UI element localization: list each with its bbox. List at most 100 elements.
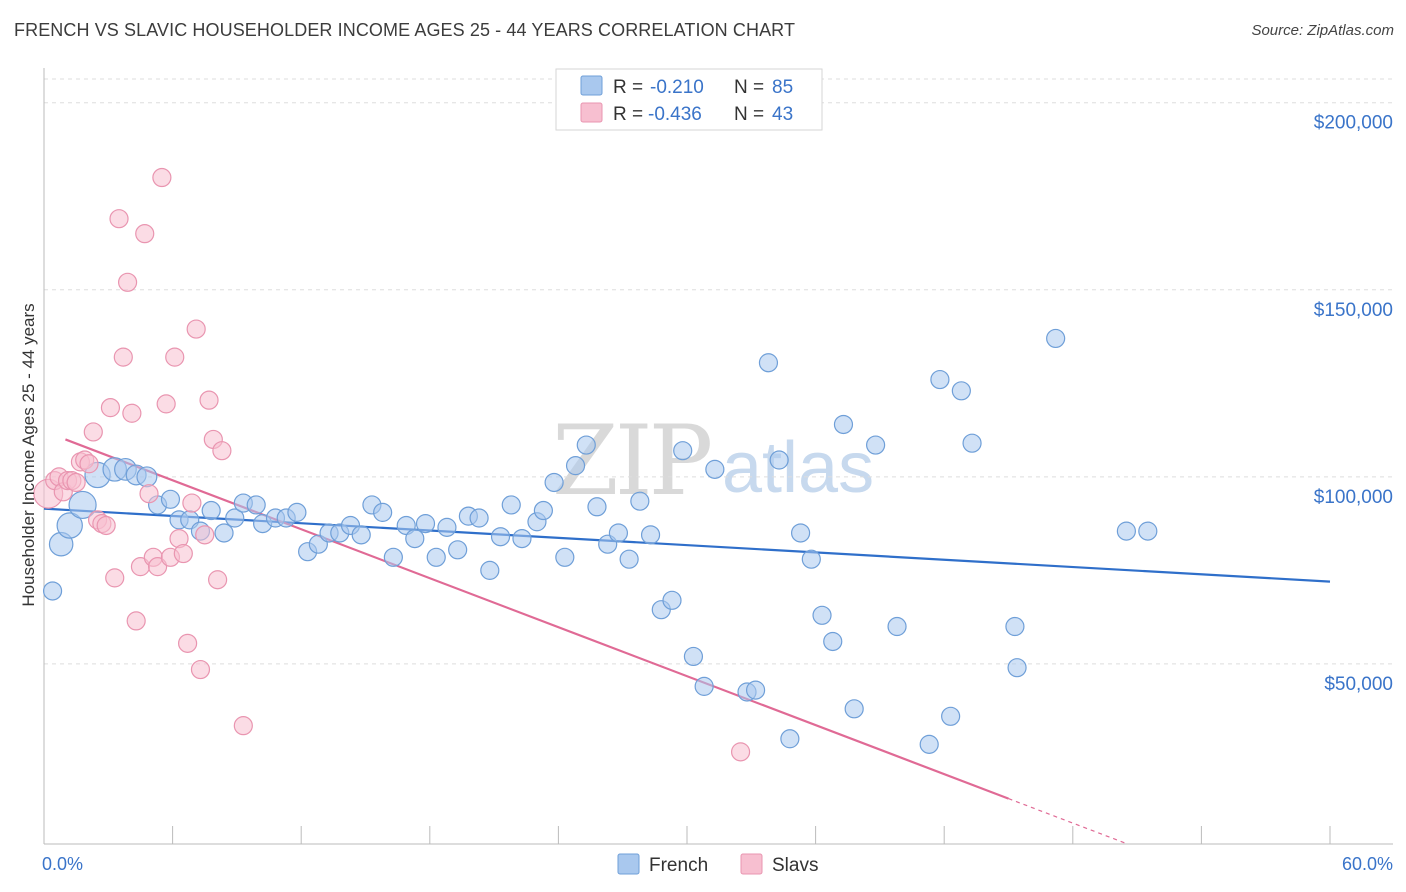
french-point-39 <box>469 508 489 528</box>
source-credit: Source: ZipAtlas.com <box>1251 22 1394 39</box>
french-point-75 <box>919 734 939 754</box>
slavs-point-37 <box>199 390 219 410</box>
slavs-trend-extension <box>1008 798 1127 845</box>
french-point-35 <box>426 547 446 567</box>
bottom-legend-slavs-label: Slavs <box>772 855 818 876</box>
legend-slavs-r-label: R = <box>613 104 643 125</box>
slavs-point-20 <box>126 611 146 631</box>
french-point-18 <box>246 495 266 515</box>
french-point-15 <box>214 523 234 543</box>
y-tick-labels: $50,000 $100,000 $150,000 $200,000 <box>1314 113 1393 695</box>
slavs-point-33 <box>182 493 202 513</box>
french-point-10 <box>160 489 181 509</box>
bottom-legend-slavs-swatch <box>740 853 763 875</box>
gridlines <box>44 78 1395 665</box>
slavs-point-25 <box>147 557 168 577</box>
slavs-point-29 <box>165 347 185 367</box>
french-point-76 <box>930 369 950 390</box>
slavs-point-19 <box>122 403 142 423</box>
legend-french-swatch <box>580 75 603 96</box>
french-point-36 <box>437 517 457 537</box>
french-point-50 <box>587 497 607 517</box>
slavs-point-18 <box>117 272 138 292</box>
y-tick-label-0: $50,000 <box>1324 674 1393 695</box>
french-point-58 <box>673 441 693 461</box>
french-point-78 <box>951 381 971 401</box>
slavs-point-31 <box>173 543 193 564</box>
slavs-point-6 <box>66 472 86 493</box>
correlation-legend: R = -0.210 N = 85 R = -0.436 N = 43 <box>555 68 823 131</box>
y-tick-label-2: $150,000 <box>1314 300 1393 321</box>
slavs-point-17 <box>113 347 133 367</box>
slavs-point-10 <box>83 422 103 442</box>
watermark-atlas: atlas <box>722 428 874 508</box>
y-axis-label: Householder Income Ages 25 - 44 years <box>19 303 38 606</box>
french-point-57 <box>662 590 682 610</box>
french-point-0 <box>42 581 63 601</box>
french-point-43 <box>512 528 532 549</box>
legend-french-n-label: N = <box>734 77 764 98</box>
slavs-point-40 <box>212 441 232 461</box>
french-point-71 <box>833 414 854 435</box>
slavs-point-27 <box>156 394 176 414</box>
french-point-37 <box>448 540 468 560</box>
french-point-81 <box>1007 658 1027 678</box>
french-point-3 <box>68 490 97 520</box>
slavs-point-36 <box>195 525 215 545</box>
slavs-point-16 <box>109 209 129 229</box>
bottom-legend-french-swatch <box>617 853 640 875</box>
chart-title: FRENCH VS SLAVIC HOUSEHOLDER INCOME AGES… <box>14 20 796 40</box>
french-point-53 <box>619 549 639 569</box>
french-point-2 <box>56 512 83 539</box>
french-point-67 <box>790 523 811 543</box>
slavs-point-32 <box>178 633 198 653</box>
x-tick-label-min: 0.0% <box>42 854 83 874</box>
slavs-point-26 <box>152 167 172 188</box>
french-point-66 <box>780 729 800 749</box>
french-point-45 <box>533 500 553 521</box>
french-point-8 <box>136 466 158 488</box>
french-point-82 <box>1046 328 1066 349</box>
french-point-83 <box>1116 521 1136 541</box>
french-point-40 <box>480 560 500 580</box>
slavs-point-14 <box>100 398 121 418</box>
slavs-point-15 <box>105 568 125 588</box>
french-point-61 <box>705 459 725 479</box>
french-point-64 <box>758 353 779 373</box>
french-point-49 <box>576 435 596 455</box>
slavs-point-39 <box>208 570 228 590</box>
french-point-74 <box>887 616 907 637</box>
x-tick-label-max: 60.0% <box>1342 854 1393 874</box>
legend-french-r-label: R = <box>613 77 643 98</box>
french-point-28 <box>351 525 371 545</box>
french-point-77 <box>941 706 961 726</box>
french-point-65 <box>769 450 789 470</box>
legend-slavs-n-label: N = <box>734 104 764 125</box>
slavs-point-34 <box>186 319 206 339</box>
french-point-55 <box>640 525 661 545</box>
french-point-47 <box>555 547 575 567</box>
french-point-69 <box>812 605 832 625</box>
data-points <box>33 167 1158 762</box>
french-point-22 <box>287 502 307 522</box>
slavs-point-13 <box>96 515 116 536</box>
slavs-point-23 <box>139 484 159 504</box>
french-point-46 <box>544 472 564 493</box>
y-tick-label-3: $200,000 <box>1314 113 1393 134</box>
slavs-point-22 <box>135 224 155 244</box>
french-point-54 <box>630 491 650 511</box>
french-point-60 <box>694 676 714 696</box>
french-point-63 <box>745 680 766 700</box>
french-point-34 <box>415 514 436 534</box>
french-point-84 <box>1138 521 1158 541</box>
french-point-33 <box>405 528 425 549</box>
legend-french-r-value: -0.210 <box>650 77 704 98</box>
series-legend: French Slavs <box>617 853 818 876</box>
french-point-59 <box>683 646 704 667</box>
legend-slavs-n-value: 43 <box>772 104 793 125</box>
french-point-72 <box>844 699 864 719</box>
french-point-80 <box>1005 616 1025 637</box>
bottom-legend-french-label: French <box>649 855 708 876</box>
french-point-16 <box>225 508 245 528</box>
